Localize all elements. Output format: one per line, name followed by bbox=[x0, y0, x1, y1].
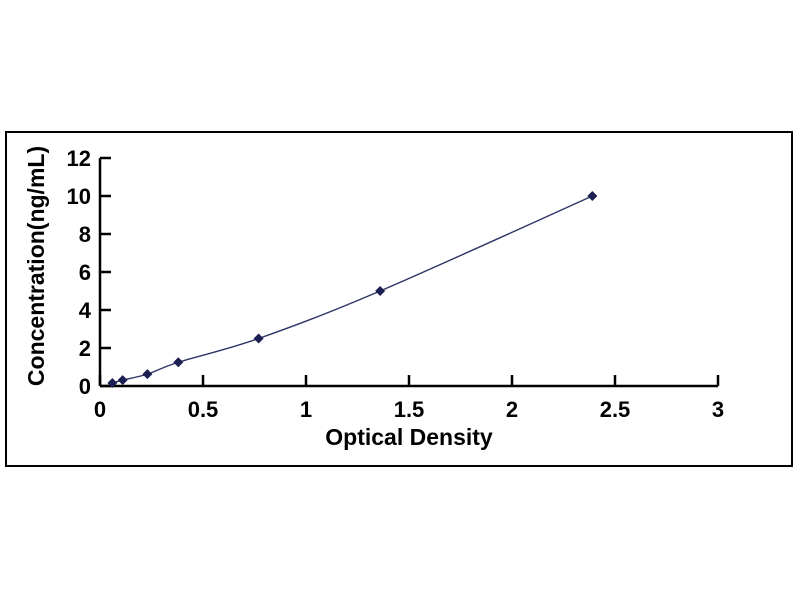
plot-area: 0 0.5 1 1.5 2 2.5 3 0 2 4 6 8 10 12 bbox=[67, 146, 725, 422]
data-point-marker bbox=[142, 369, 153, 380]
x-tick-label: 0 bbox=[94, 397, 106, 422]
x-tick-label: 2.5 bbox=[600, 397, 631, 422]
series-line bbox=[112, 195, 593, 384]
y-tick-label: 2 bbox=[79, 336, 91, 361]
x-tick-label: 1 bbox=[300, 397, 312, 422]
data-point-marker bbox=[253, 333, 264, 344]
x-tick-label: 0.5 bbox=[188, 397, 219, 422]
y-tick-label: 8 bbox=[79, 222, 91, 247]
data-point-marker bbox=[107, 378, 118, 389]
data-point-marker bbox=[173, 357, 184, 368]
y-tick-label: 0 bbox=[79, 374, 91, 399]
y-tick-label: 4 bbox=[79, 298, 92, 323]
data-point-marker bbox=[587, 191, 598, 201]
y-tick-label: 12 bbox=[67, 146, 91, 171]
x-tick-label: 1.5 bbox=[394, 397, 425, 422]
y-tick-label: 6 bbox=[79, 260, 91, 285]
x-tick-label: 2 bbox=[506, 397, 518, 422]
x-axis-title: Optical Density bbox=[325, 424, 493, 450]
x-tick-label: 3 bbox=[712, 397, 724, 422]
data-point-marker bbox=[375, 286, 386, 296]
data-point-marker bbox=[117, 375, 128, 386]
y-axis-title: Concentration(ng/mL) bbox=[23, 146, 49, 386]
y-tick-label: 10 bbox=[67, 184, 91, 209]
chart-frame-border bbox=[5, 131, 793, 467]
